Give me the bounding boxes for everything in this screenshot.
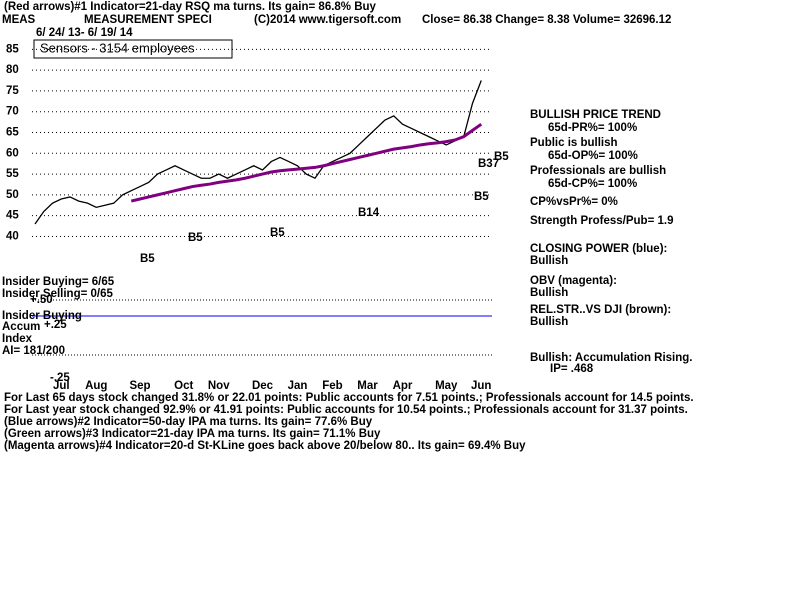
annotation: Bullish	[530, 255, 568, 267]
x-tick-label: Oct	[174, 380, 193, 392]
annotation: OBV (magenta):	[530, 275, 617, 287]
x-tick-label: Jun	[471, 380, 491, 392]
annotation: (Green arrows)#3 Indicator=21-day IPA ma…	[4, 428, 381, 440]
annotation: Strength Profess/Pub= 1.9	[530, 215, 673, 227]
annotation: B5	[140, 253, 155, 265]
annotation: 6/ 24/ 13- 6/ 19/ 14	[36, 27, 133, 39]
annotation: Bullish: Accumulation Rising.	[530, 352, 693, 364]
annotation: (C)2014 www.tigersoft.com	[254, 14, 401, 26]
y-tick-label: 80	[6, 64, 19, 76]
y-tick-label: 40	[6, 230, 19, 242]
chart-title: (Red arrows)#1 Indicator=21-day RSQ ma t…	[4, 1, 377, 13]
annotation: B5	[270, 227, 285, 239]
annotation: MEASUREMENT SPECI	[84, 14, 212, 26]
y-tick-label: 45	[6, 210, 19, 222]
annotation: +.50	[30, 294, 53, 306]
series-line	[34, 80, 482, 225]
annotation: +.25	[44, 319, 67, 331]
annotation: 65d-PR%= 100%	[548, 122, 637, 134]
annotation: IP= .468	[550, 363, 594, 375]
annotation: 65d-OP%= 100%	[548, 150, 638, 162]
annotation: B5	[474, 191, 489, 203]
annotation: 65d-CP%= 100%	[548, 178, 637, 190]
annotation: BULLISH PRICE TREND	[530, 109, 661, 121]
x-tick-label: Apr	[393, 380, 413, 392]
annotation: Close= 86.38 Change= 8.38 Volume= 32696.…	[422, 14, 671, 26]
annotation: Bullish	[530, 316, 568, 328]
annotation: For Last year stock changed 92.9% or 41.…	[4, 404, 688, 416]
y-tick-label: 65	[6, 127, 19, 139]
y-tick-label: 70	[6, 106, 19, 118]
annotation: Professionals are bullish	[530, 165, 666, 177]
annotation: Insider Buying= 6/65	[2, 276, 115, 288]
annotation: Public is bullish	[530, 137, 618, 149]
x-tick-label: Jul	[53, 380, 70, 392]
annotation: Accum	[2, 321, 40, 333]
annotation: B5	[494, 151, 509, 163]
annotation: Sensors - 3154 employees	[40, 40, 195, 55]
annotation: B5	[188, 232, 203, 244]
annotation: CP%vsPr%= 0%	[530, 196, 618, 208]
annotation: B37	[478, 158, 499, 170]
y-tick-label: 60	[6, 147, 19, 159]
annotation: AI= 181/200	[2, 345, 65, 357]
x-tick-label: Sep	[129, 380, 150, 392]
annotation: Insider Buying	[2, 310, 82, 322]
annotation: (Blue arrows)#2 Indicator=50-day IPA ma …	[4, 416, 373, 428]
x-tick-label: Feb	[322, 380, 342, 392]
annotation: B14	[358, 207, 380, 219]
y-tick-label: 75	[6, 85, 19, 97]
annotation: Bullish	[530, 287, 568, 299]
x-tick-label: May	[435, 380, 458, 392]
annotation: Insider Selling= 0/65	[2, 288, 113, 300]
annotation: CLOSING POWER (blue):	[530, 243, 667, 255]
y-tick-label: 50	[6, 189, 19, 201]
y-tick-label: 85	[6, 43, 19, 55]
x-tick-label: Aug	[85, 380, 107, 392]
series-line	[130, 122, 483, 203]
x-tick-label: Nov	[208, 380, 230, 392]
y-tick-label: 55	[6, 168, 19, 180]
annotation: (Magenta arrows)#4 Indicator=20-d St-KLi…	[4, 440, 526, 452]
x-tick-label: Jan	[288, 380, 308, 392]
annotation: MEAS	[2, 14, 36, 26]
x-tick-label: Dec	[252, 380, 274, 392]
annotation: Index	[2, 333, 33, 345]
x-tick-label: Mar	[357, 380, 378, 392]
annotation: For Last 65 days stock changed 31.8% or …	[4, 392, 694, 404]
annotation: -.25	[50, 372, 70, 384]
annotation: REL.STR..VS DJI (brown):	[530, 304, 671, 316]
